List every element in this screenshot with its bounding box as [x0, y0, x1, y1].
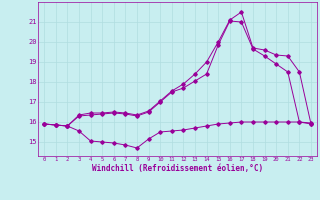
X-axis label: Windchill (Refroidissement éolien,°C): Windchill (Refroidissement éolien,°C)	[92, 164, 263, 173]
